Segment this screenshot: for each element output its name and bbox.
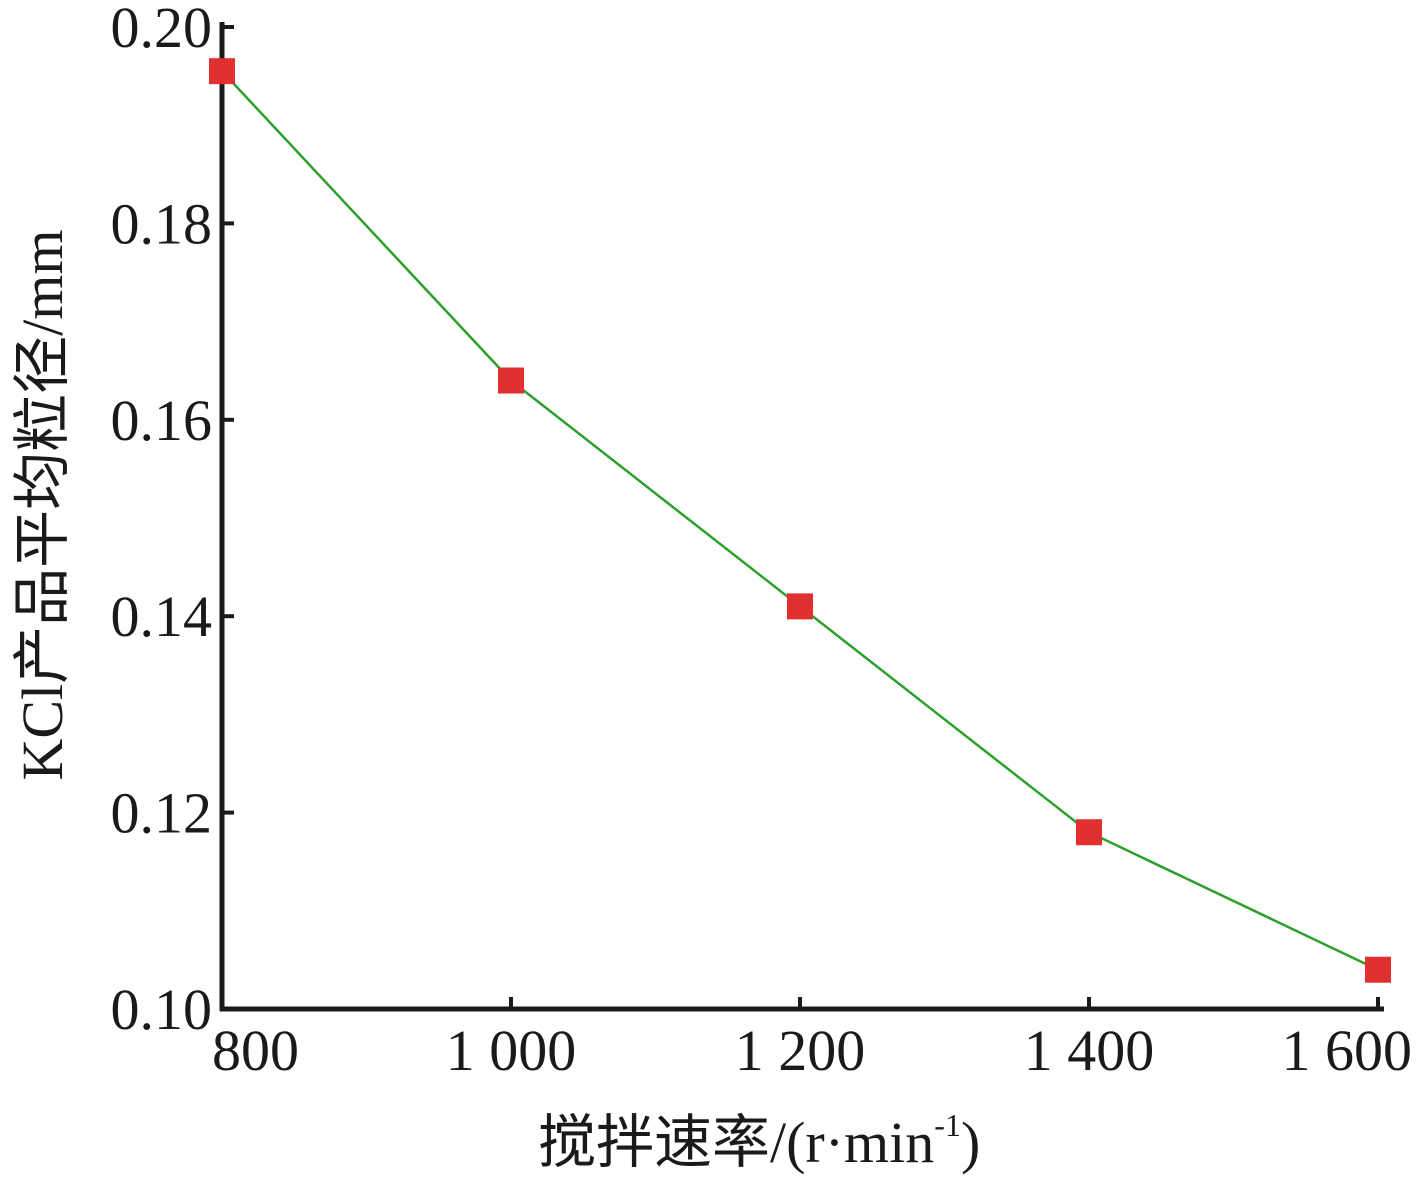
axes bbox=[219, 22, 1384, 1012]
x-ticks: 800 1 000 1 200 1 400 1 600 bbox=[212, 997, 1412, 1083]
y-axis-title: KCl产品平均粒径/mm bbox=[10, 229, 75, 780]
y-tick-label: 0.20 bbox=[111, 0, 213, 60]
y-ticks: 0.10 0.12 0.14 0.16 0.18 0.20 bbox=[111, 0, 234, 1042]
data-point-marker bbox=[1365, 956, 1391, 983]
data-point-marker bbox=[787, 593, 813, 620]
x-tick-label: 1 000 bbox=[446, 1018, 577, 1083]
x-axis-title-main: 搅拌速率/(r·min bbox=[538, 1110, 934, 1175]
x-tick-label: 1 600 bbox=[1282, 1018, 1413, 1083]
y-tick-label: 0.14 bbox=[111, 584, 213, 649]
x-tick-label: 800 bbox=[212, 1018, 299, 1083]
x-axis-title: 搅拌速率/(r·min-1) bbox=[538, 1107, 980, 1175]
y-tick-label: 0.12 bbox=[111, 781, 213, 846]
x-axis-title-superscript: -1 bbox=[934, 1107, 961, 1143]
data-point-marker bbox=[1076, 819, 1102, 846]
markers-layer bbox=[209, 58, 1391, 983]
x-tick-label: 1 200 bbox=[735, 1018, 866, 1083]
data-point-marker bbox=[498, 367, 524, 394]
series-layer bbox=[221, 70, 1379, 971]
series-line bbox=[221, 70, 1379, 971]
data-point-marker bbox=[209, 58, 235, 85]
x-axis-title-tail: ) bbox=[961, 1110, 980, 1175]
x-tick-label: 1 400 bbox=[1024, 1018, 1155, 1083]
y-tick-label: 0.16 bbox=[111, 388, 213, 453]
y-tick-label: 0.10 bbox=[111, 977, 213, 1042]
y-tick-label: 0.18 bbox=[111, 191, 213, 256]
